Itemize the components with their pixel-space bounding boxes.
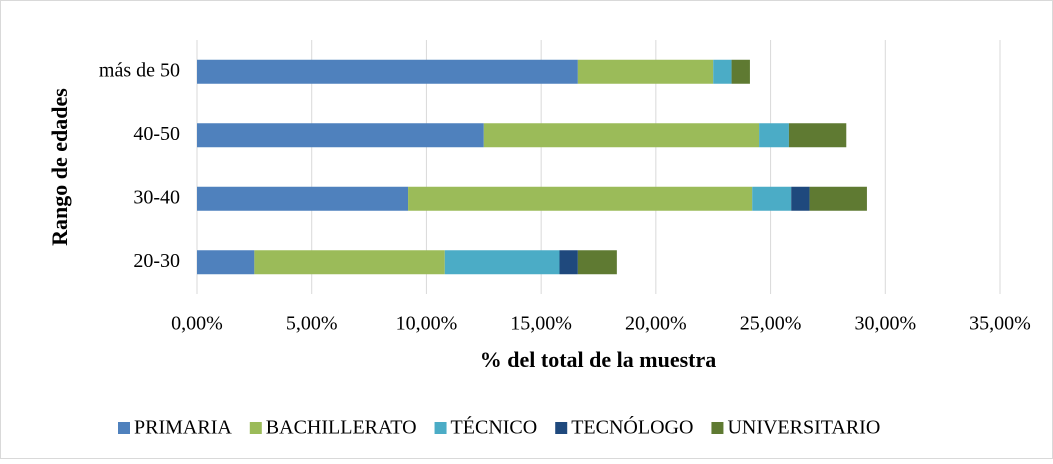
bar-segment bbox=[254, 250, 445, 275]
bar-segment bbox=[197, 59, 578, 84]
legend-label: TÉCNICO bbox=[451, 416, 538, 439]
x-tick-label: 15,00% bbox=[510, 313, 572, 335]
legend-swatch bbox=[118, 422, 130, 434]
bar-segment bbox=[559, 250, 578, 275]
legend-swatch bbox=[434, 422, 447, 434]
x-tick-label: 10,00% bbox=[396, 313, 458, 335]
bar-segment bbox=[788, 123, 847, 148]
y-tick-label: 20-30 bbox=[133, 250, 180, 272]
legend-label: TECNÓLOGO bbox=[571, 415, 693, 439]
legend-swatch bbox=[249, 422, 262, 434]
x-tick-label: 20,00% bbox=[625, 313, 687, 335]
bar-segment bbox=[577, 250, 617, 275]
bar-segment bbox=[791, 186, 810, 211]
x-tick-label: 25,00% bbox=[740, 313, 802, 335]
legend-swatch bbox=[711, 422, 724, 434]
bar-segment bbox=[483, 123, 760, 148]
legend-swatch bbox=[555, 422, 568, 434]
bar-segment bbox=[713, 59, 732, 84]
bar-segment bbox=[577, 59, 714, 84]
x-tick-label: 0,00% bbox=[171, 313, 223, 335]
bar-segment bbox=[759, 123, 789, 148]
bar-segment bbox=[731, 59, 750, 84]
bar-segment bbox=[444, 250, 560, 275]
x-tick-label: 35,00% bbox=[969, 313, 1031, 335]
x-axis-title: % del total de la muestra bbox=[480, 347, 716, 372]
bar-segment bbox=[752, 186, 792, 211]
bar-segment bbox=[408, 186, 753, 211]
y-axis-title: Rango de edades bbox=[47, 88, 72, 246]
legend-label: BACHILLERATO bbox=[266, 417, 417, 439]
y-tick-label: 30-40 bbox=[133, 186, 180, 208]
y-tick-label: 40-50 bbox=[133, 123, 180, 145]
legend-label: PRIMARIA bbox=[134, 417, 232, 439]
bar-segment bbox=[197, 123, 484, 148]
bar-segment bbox=[809, 186, 867, 211]
legend-label: UNIVERSITARIO bbox=[727, 417, 880, 439]
x-tick-label: 5,00% bbox=[286, 313, 338, 335]
y-tick-label: más de 50 bbox=[99, 59, 180, 81]
bar-segment bbox=[197, 186, 409, 211]
x-tick-label: 30,00% bbox=[854, 313, 916, 335]
bar-segment bbox=[197, 250, 255, 275]
